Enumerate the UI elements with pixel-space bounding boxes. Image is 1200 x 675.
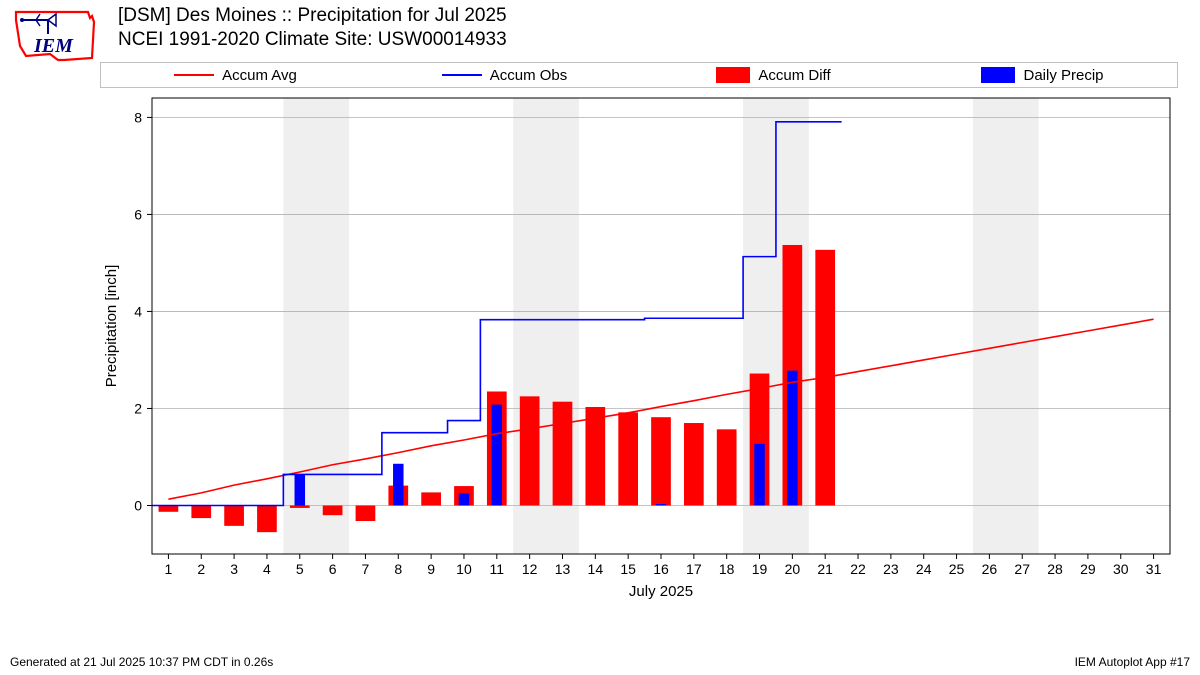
title-line-2: NCEI 1991-2020 Climate Site: USW00014933: [118, 28, 507, 52]
svg-text:27: 27: [1014, 561, 1030, 577]
svg-text:8: 8: [394, 561, 402, 577]
svg-text:2: 2: [197, 561, 205, 577]
svg-text:31: 31: [1146, 561, 1162, 577]
svg-text:25: 25: [949, 561, 965, 577]
svg-text:26: 26: [982, 561, 998, 577]
legend-accum-avg-label: Accum Avg: [222, 67, 297, 84]
chart-legend: Accum Avg Accum Obs Accum Diff Daily Pre…: [100, 62, 1178, 88]
svg-text:10: 10: [456, 561, 472, 577]
svg-text:1: 1: [165, 561, 173, 577]
svg-text:4: 4: [263, 561, 271, 577]
svg-text:IEM: IEM: [33, 35, 74, 57]
legend-accum-avg: Accum Avg: [101, 67, 370, 84]
generated-timestamp: Generated at 21 Jul 2025 10:37 PM CDT in…: [10, 655, 273, 669]
title-line-1: [DSM] Des Moines :: Precipitation for Ju…: [118, 4, 507, 28]
legend-accum-diff-label: Accum Diff: [758, 67, 830, 84]
svg-text:7: 7: [362, 561, 370, 577]
svg-text:9: 9: [427, 561, 435, 577]
svg-text:12: 12: [522, 561, 538, 577]
svg-text:24: 24: [916, 561, 932, 577]
svg-text:15: 15: [620, 561, 636, 577]
svg-text:0: 0: [134, 497, 142, 513]
chart-title: [DSM] Des Moines :: Precipitation for Ju…: [118, 4, 507, 52]
svg-text:4: 4: [134, 303, 142, 319]
svg-text:Precipitation [inch]: Precipitation [inch]: [103, 265, 120, 388]
legend-accum-obs-label: Accum Obs: [490, 67, 568, 84]
svg-text:14: 14: [588, 561, 604, 577]
svg-text:2: 2: [134, 400, 142, 416]
svg-text:8: 8: [134, 109, 142, 125]
svg-text:6: 6: [134, 206, 142, 222]
svg-text:20: 20: [785, 561, 801, 577]
legend-daily-precip: Daily Precip: [908, 67, 1177, 84]
legend-daily-precip-label: Daily Precip: [1023, 67, 1103, 84]
svg-text:13: 13: [555, 561, 571, 577]
svg-text:6: 6: [329, 561, 337, 577]
svg-text:22: 22: [850, 561, 866, 577]
svg-text:30: 30: [1113, 561, 1129, 577]
svg-text:July 2025: July 2025: [629, 583, 693, 600]
svg-text:16: 16: [653, 561, 669, 577]
svg-text:5: 5: [296, 561, 304, 577]
legend-accum-obs: Accum Obs: [370, 67, 639, 84]
iem-logo: IEM: [8, 6, 100, 66]
app-credit: IEM Autoplot App #17: [1075, 655, 1190, 669]
svg-text:29: 29: [1080, 561, 1096, 577]
svg-text:3: 3: [230, 561, 238, 577]
svg-text:17: 17: [686, 561, 702, 577]
svg-text:11: 11: [490, 561, 505, 577]
svg-text:18: 18: [719, 561, 735, 577]
svg-text:28: 28: [1047, 561, 1063, 577]
svg-text:21: 21: [817, 561, 833, 577]
legend-accum-diff: Accum Diff: [639, 67, 908, 84]
precipitation-chart: 0246812345678910111213141516171819202122…: [100, 56, 1178, 642]
svg-text:23: 23: [883, 561, 899, 577]
svg-text:19: 19: [752, 561, 768, 577]
